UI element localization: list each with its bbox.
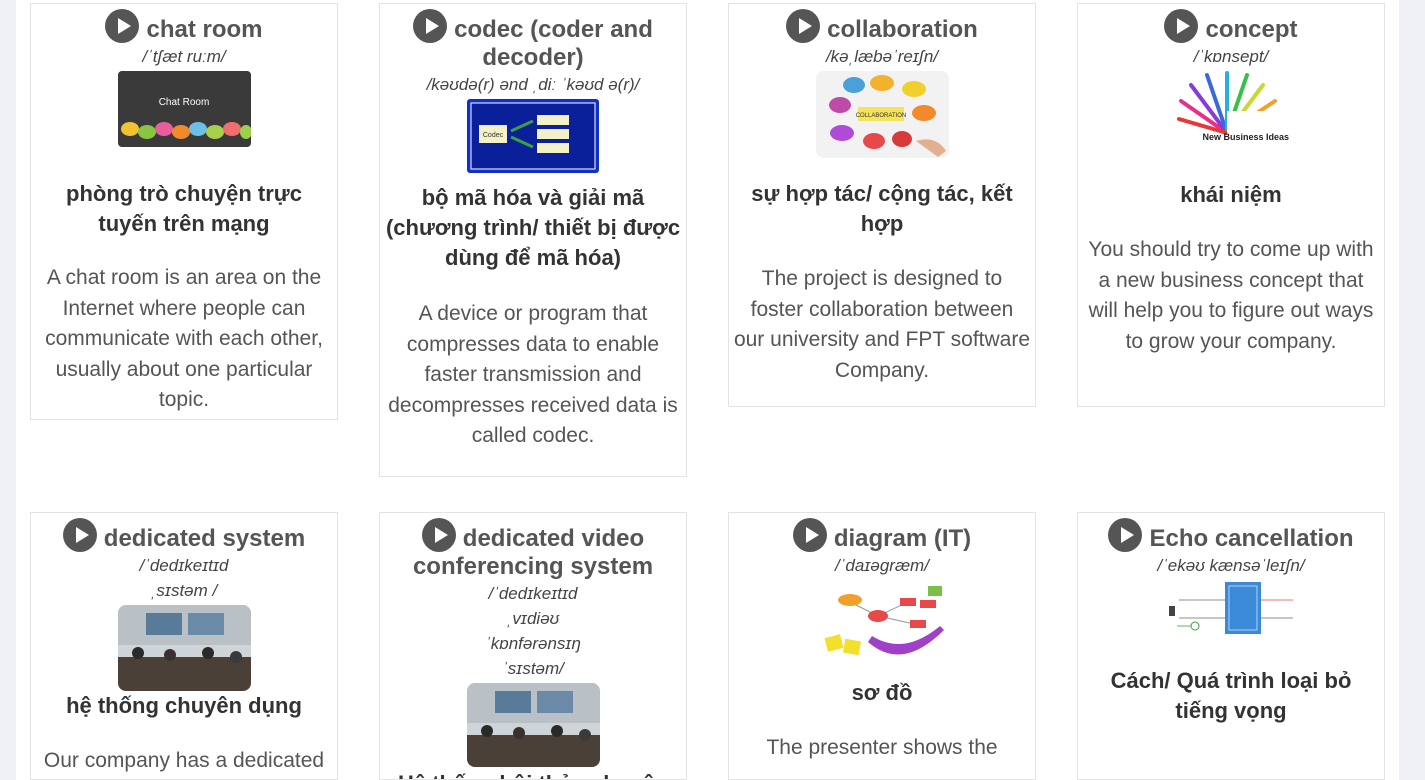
vocab-example: A chat room is an area on the Internet w… xyxy=(45,266,323,412)
vocab-example: Our company has a dedicated xyxy=(43,749,325,772)
vocab-word: concept xyxy=(1205,16,1298,43)
play-audio-icon[interactable] xyxy=(413,9,448,43)
image-caption: Codec xyxy=(483,132,504,139)
vocab-image xyxy=(1164,580,1298,638)
vocab-image: Codec xyxy=(467,99,599,173)
vocab-word: diagram (IT) xyxy=(833,525,972,552)
vocab-card-collaboration: collaboration /kəˌlæbəˈreɪʃn/ COLLABORAT… xyxy=(728,3,1036,407)
vocab-example: A device or program that compresses data… xyxy=(388,302,678,448)
image-caption: New Business Ideas xyxy=(1202,132,1289,142)
vocab-ipa: /kəˌlæbəˈreɪʃn/ xyxy=(825,47,939,66)
vocab-card-dedicated-video-conferencing: dedicated video conferencing system /ˈde… xyxy=(379,512,687,780)
vocab-ipa: /kəʊdə(r) ənd ˌdiː ˈkəʊd ə(r)/ xyxy=(426,75,640,94)
vocab-meaning: sự hợp tác/ cộng tác, kết hợp xyxy=(751,181,1013,236)
play-audio-icon[interactable] xyxy=(792,518,827,552)
vocab-meaning: bộ mã hóa và giải mã (chương trình/ thiế… xyxy=(385,185,681,270)
vocab-meaning: khái niệm xyxy=(1180,182,1282,207)
vocab-word: chat room xyxy=(146,16,263,43)
image-caption: COLLABORATION xyxy=(855,113,906,119)
vocab-card-codec: codec (coder and decoder) /kəʊdə(r) ənd … xyxy=(379,3,687,477)
vocab-meaning: phòng trò chuyện trực tuyến trên mạng xyxy=(66,181,302,236)
vocab-card-echo-cancellation: Echo cancellation /ˈekəʊ kænsəˈleɪʃn/ Cá… xyxy=(1077,512,1385,780)
vocab-ipa: /ˈdaɪəɡræm/ xyxy=(835,556,929,575)
vocab-card-diagram: diagram (IT) /ˈdaɪəɡræm/ sơ đồ The prese… xyxy=(728,512,1036,780)
vocab-card-chat-room: chat room /ˈtʃæt ruːm/ Chat Room phòng t… xyxy=(30,3,338,420)
vocab-image: Chat Room xyxy=(117,71,251,147)
image-caption: Chat Room xyxy=(158,97,209,108)
vocab-example: The presenter shows the xyxy=(766,736,998,759)
play-audio-icon[interactable] xyxy=(105,9,140,43)
play-audio-icon[interactable] xyxy=(62,518,97,552)
vocab-example: The project is designed to foster collab… xyxy=(733,267,1031,382)
vocabulary-content: chat room /ˈtʃæt ruːm/ Chat Room phòng t… xyxy=(16,0,1399,780)
vocab-ipa: /ˈkɒnsept/ xyxy=(1193,47,1269,66)
vocab-word: dedicated system xyxy=(103,525,306,552)
vocab-image xyxy=(815,580,949,664)
play-audio-icon[interactable] xyxy=(1108,518,1143,552)
vocab-image xyxy=(466,683,600,767)
vocab-word: dedicated video conferencing system xyxy=(412,525,654,580)
play-audio-icon[interactable] xyxy=(421,518,456,552)
play-audio-icon[interactable] xyxy=(1164,9,1199,43)
vocab-example: You should try to come up with a new bus… xyxy=(1088,238,1374,353)
vocab-meaning: Hệ thống hội thảo chuyên xyxy=(380,769,686,779)
vocab-card-dedicated-system: dedicated system /ˈdedɪkeɪtɪd ˌsɪstəm / … xyxy=(30,512,338,780)
vocab-ipa: /ˈtʃæt ruːm/ xyxy=(142,47,226,66)
vocab-image xyxy=(117,605,251,691)
vocab-image: New Business Ideas xyxy=(1171,71,1291,143)
vocab-word: Echo cancellation xyxy=(1149,525,1354,552)
vocab-ipa: /ˈdedɪkeɪtɪd ˌsɪstəm / xyxy=(139,556,229,600)
vocab-ipa: /ˈekəʊ kænsəˈleɪʃn/ xyxy=(1157,556,1305,575)
vocab-ipa: /ˈdedɪkeɪtɪd ˌvɪdiəʊ ˈkɒnfərənsɪŋ ˈsɪstə… xyxy=(485,584,581,678)
vocab-image: COLLABORATION xyxy=(815,71,949,158)
vocab-card-concept: concept /ˈkɒnsept/ New Business Ideas kh… xyxy=(1077,3,1385,407)
vocab-word: collaboration xyxy=(827,16,978,43)
vocab-meaning: hệ thống chuyên dụng xyxy=(66,693,302,718)
vocab-meaning: Cách/ Quá trình loại bỏ tiếng vọng xyxy=(1110,668,1352,723)
vocab-meaning: sơ đồ xyxy=(851,680,913,705)
play-audio-icon[interactable] xyxy=(786,9,821,43)
vocab-word: codec (coder and decoder) xyxy=(454,16,653,71)
